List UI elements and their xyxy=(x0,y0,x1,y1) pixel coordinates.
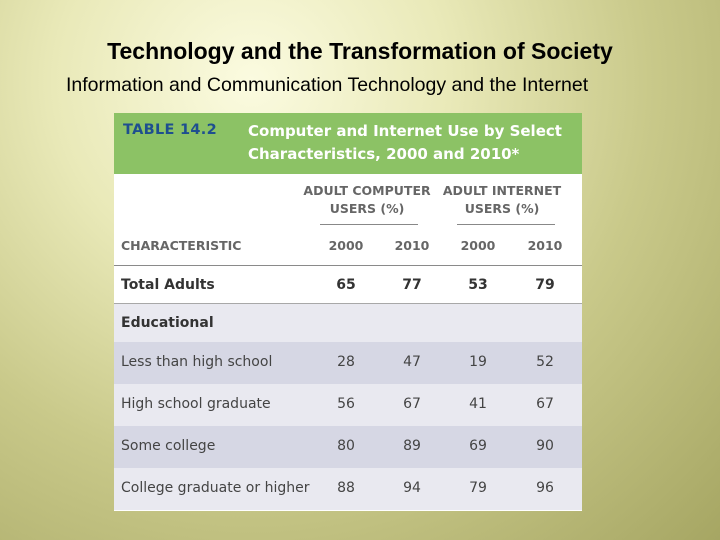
row-label: High school graduate xyxy=(121,396,271,412)
column-header-computer-2000: 2000 xyxy=(328,238,364,253)
table-cell: 79 xyxy=(469,480,487,496)
table-number: TABLE 14.2 xyxy=(123,122,218,138)
table-cell: 79 xyxy=(535,277,555,293)
table-row: High school graduate 56 67 41 67 xyxy=(114,384,582,426)
table-cell: 90 xyxy=(536,438,554,454)
group-label-internet-users: ADULT INTERNET USERS (%) xyxy=(442,183,562,216)
row-label: Total Adults xyxy=(121,277,215,293)
table-cell: 94 xyxy=(403,480,421,496)
column-header-internet-2000: 2000 xyxy=(460,238,496,253)
column-header-internet-2010: 2010 xyxy=(527,238,563,253)
table-cell: 65 xyxy=(336,277,356,293)
table-row-educational: Educational xyxy=(114,304,582,342)
group-label-computer-users: ADULT COMPUTER USERS (%) xyxy=(303,183,431,216)
table-cell: 67 xyxy=(536,396,554,412)
group-underline xyxy=(320,224,418,225)
table-cell: 96 xyxy=(536,480,554,496)
column-header-characteristic: CHARACTERISTIC xyxy=(121,238,242,253)
table-cell: 80 xyxy=(337,438,355,454)
data-table: TABLE 14.2 Computer and Internet Use by … xyxy=(114,113,582,511)
table-cell: 28 xyxy=(337,354,355,370)
table-cell: 41 xyxy=(469,396,487,412)
column-header-row: CHARACTERISTIC 2000 2010 2000 2010 xyxy=(114,226,582,266)
table-title: Computer and Internet Use by Select Char… xyxy=(248,122,562,163)
row-label: Educational xyxy=(121,315,214,331)
table-cell: 53 xyxy=(468,277,488,293)
table-row: Less than high school 28 47 19 52 xyxy=(114,342,582,384)
row-label: College graduate or higher xyxy=(121,480,310,496)
table-cell: 88 xyxy=(337,480,355,496)
table-row: College graduate or higher 88 94 79 96 xyxy=(114,468,582,510)
table-cell: 89 xyxy=(403,438,421,454)
slide-subtitle: Information and Communication Technology… xyxy=(66,74,589,96)
row-label: Some college xyxy=(121,438,216,454)
table-row: Some college 80 89 69 90 xyxy=(114,426,582,468)
column-header-computer-2010: 2010 xyxy=(394,238,430,253)
table-header: TABLE 14.2 Computer and Internet Use by … xyxy=(114,113,582,174)
group-underline xyxy=(457,224,555,225)
row-label: Less than high school xyxy=(121,354,273,370)
table-cell: 69 xyxy=(469,438,487,454)
table-cell: 56 xyxy=(337,396,355,412)
slide-title: Technology and the Transformation of Soc… xyxy=(107,38,613,64)
table-cell: 67 xyxy=(403,396,421,412)
table-cell: 47 xyxy=(403,354,421,370)
table-cell: 77 xyxy=(402,277,422,293)
column-group-row: ADULT COMPUTER USERS (%) ADULT INTERNET … xyxy=(114,174,582,226)
table-row-total-adults: Total Adults 65 77 53 79 xyxy=(114,266,582,304)
table-cell: 19 xyxy=(469,354,487,370)
table-cell: 52 xyxy=(536,354,554,370)
